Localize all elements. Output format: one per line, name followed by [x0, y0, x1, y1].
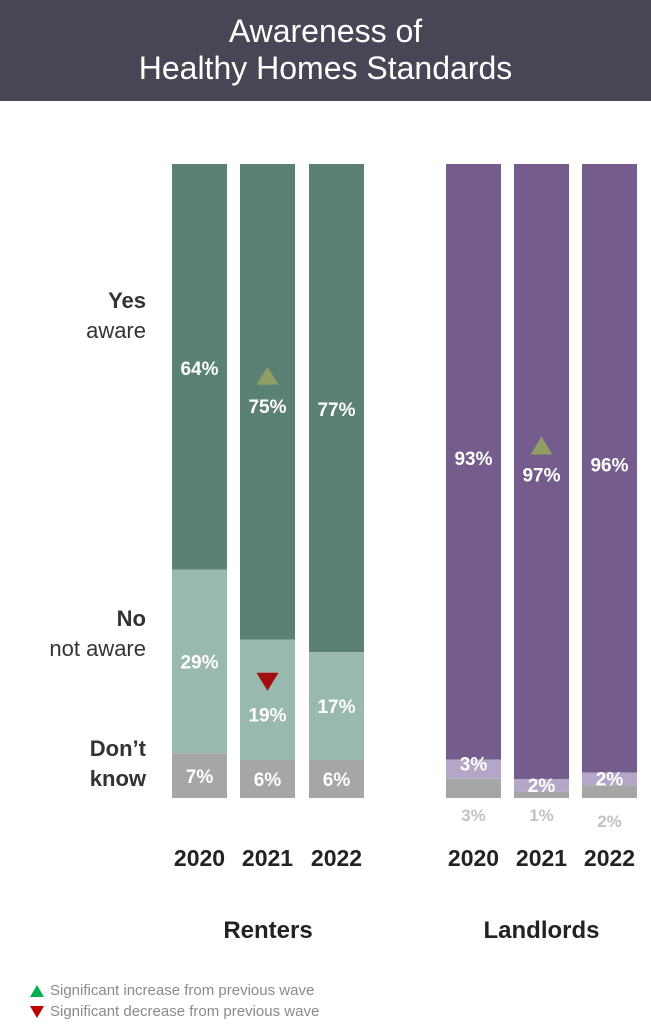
landlords-2022-label-yes: 96%	[590, 455, 628, 476]
landlords-2020-bar-dontknow	[446, 778, 501, 798]
renters-2020-label-yes: 64%	[180, 359, 218, 380]
row-label-dont-know: Don’t know	[90, 734, 146, 794]
landlords-2021-bar-no	[514, 778, 569, 792]
legend-increase: Significant increase from previous wave	[30, 982, 314, 999]
row-label-no: No not aware	[49, 604, 146, 664]
renters-2021-bar-no	[240, 639, 295, 760]
renters-2021-tick-label: 2021	[242, 845, 293, 871]
landlords-2022-bar-dontknow	[582, 785, 637, 798]
renters-group-label: Renters	[223, 917, 312, 944]
landlords-2021-increase-marker	[530, 436, 553, 455]
legend-increase-label: Significant increase from previous wave	[50, 982, 315, 999]
landlords-2021-tick-label: 2021	[516, 845, 567, 871]
renters-2022-bar-dontknow	[309, 759, 364, 798]
renters-2021-bar-dontknow	[240, 759, 295, 798]
legend-decrease: Significant decrease from previous wave	[30, 1003, 319, 1020]
renters-2021-label-dontknow: 6%	[254, 770, 282, 791]
renters-2022-label-yes: 77%	[317, 400, 355, 421]
row-label-yes-bold: Yes	[108, 288, 146, 313]
renters-2021-decrease-marker	[256, 672, 279, 691]
renters-2022-tick-label: 2022	[311, 845, 362, 871]
renters-2022-label-no: 17%	[317, 697, 355, 718]
landlords-2021-bar-yes	[514, 164, 569, 779]
landlords-2021-label-yes: 97%	[522, 465, 560, 486]
landlords-group-label: Landlords	[483, 917, 599, 944]
row-label-dont-know-sub: know	[89, 766, 146, 791]
landlords-2020-label-yes: 93%	[454, 449, 492, 470]
row-label-no-bold: No	[116, 606, 146, 631]
chart-title-line-1: Awareness of	[228, 13, 423, 49]
chart-title-line-2: Healthy Homes Standards	[138, 50, 513, 86]
renters-2021-increase-marker	[256, 366, 279, 385]
renters-2022-bar-no	[309, 652, 364, 760]
landlords-2022-bar-yes	[582, 164, 637, 773]
row-label-dont-know-bold: Don’t	[89, 736, 146, 761]
triangle-down-icon	[30, 1005, 44, 1018]
landlords-2020-label-dontknow: 3%	[461, 806, 486, 825]
legend-decrease-label: Significant decrease from previous wave	[50, 1003, 320, 1020]
renters-2022-bar-yes	[309, 164, 364, 653]
row-label-yes-sub: aware	[86, 318, 146, 343]
landlords-2021-label-no: 2%	[528, 776, 556, 797]
landlords-2021-bar-dontknow	[514, 791, 569, 798]
landlords-2021-label-dontknow: 1%	[529, 806, 554, 825]
triangle-up-icon	[30, 984, 44, 997]
landlords-2020-bar-no	[446, 759, 501, 779]
row-label-no-sub: not aware	[49, 636, 146, 661]
landlords-2022-bar-no	[582, 772, 637, 786]
renters-2021-label-no: 19%	[248, 706, 286, 727]
renters-2020-bar-dontknow	[172, 753, 227, 798]
renters-2020-label-no: 29%	[180, 653, 218, 674]
landlords-2020-tick-label: 2020	[448, 845, 499, 871]
chart-title-banner: Awareness of Healthy Homes Standards	[0, 0, 651, 101]
landlords-2022-label-no: 2%	[596, 770, 624, 791]
row-label-yes: Yes aware	[86, 286, 146, 346]
renters-2021-bar-yes	[240, 164, 295, 640]
landlords-2020-label-no: 3%	[460, 755, 488, 776]
renters-2020-label-dontknow: 7%	[186, 767, 214, 788]
renters-2021-label-yes: 75%	[248, 397, 286, 418]
landlords-2022-tick-label: 2022	[584, 845, 635, 871]
renters-2020-bar-no	[172, 569, 227, 754]
landlords-2020-bar-yes	[446, 164, 501, 760]
renters-2020-bar-yes	[172, 164, 227, 570]
renters-2020-tick-label: 2020	[174, 845, 225, 871]
landlords-2022-label-dontknow: 2%	[597, 812, 622, 831]
renters-2022-label-dontknow: 6%	[323, 770, 351, 791]
